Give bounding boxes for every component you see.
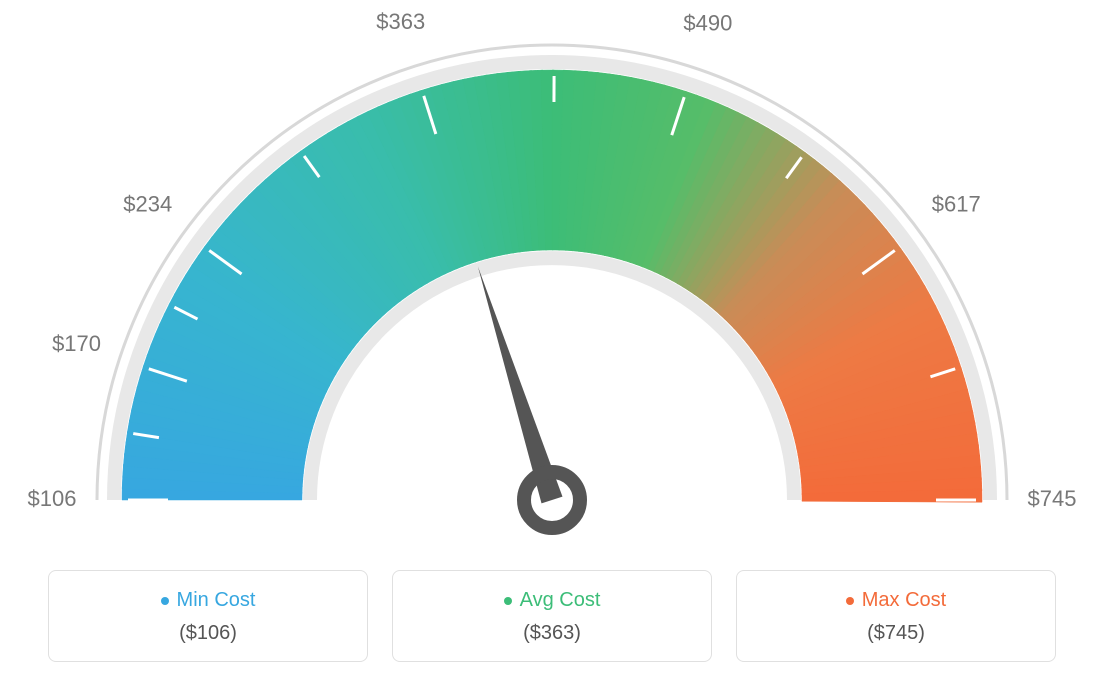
legend-max-value: ($745) [747, 622, 1045, 645]
legend-row: Min Cost ($106) Avg Cost ($363) Max Cost… [0, 570, 1104, 662]
gauge-tick-label: $106 [28, 486, 77, 511]
legend-avg-title: Avg Cost [504, 589, 601, 612]
gauge-svg: $106 $170 $234 $363 $490 $617 $745 [0, 0, 1104, 560]
gauge-tick-label: $617 [932, 192, 981, 217]
legend-avg-label: Avg Cost [520, 589, 601, 612]
legend-max-dot [846, 597, 854, 605]
legend-avg-value: ($363) [403, 622, 701, 645]
legend-max-label: Max Cost [862, 589, 946, 612]
legend-min-title: Min Cost [161, 589, 256, 612]
legend-max: Max Cost ($745) [736, 570, 1056, 662]
gauge-tick-label: $490 [683, 11, 732, 36]
gauge-tick-label: $745 [1028, 486, 1077, 511]
gauge-tick-label: $170 [52, 331, 101, 356]
legend-min-label: Min Cost [177, 589, 256, 612]
legend-avg: Avg Cost ($363) [392, 570, 712, 662]
cost-gauge: $106 $170 $234 $363 $490 $617 $745 [0, 0, 1104, 560]
legend-avg-dot [504, 597, 512, 605]
legend-min-value: ($106) [59, 622, 357, 645]
legend-max-title: Max Cost [846, 589, 946, 612]
gauge-tick-label: $363 [376, 9, 425, 34]
gauge-tick-label: $234 [123, 192, 172, 217]
legend-min-dot [161, 597, 169, 605]
legend-min: Min Cost ($106) [48, 570, 368, 662]
